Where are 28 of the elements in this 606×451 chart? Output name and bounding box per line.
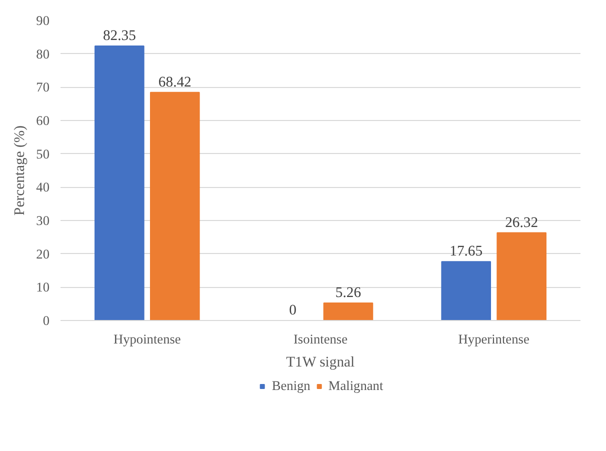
bar [441, 261, 492, 320]
data-label: 82.35 [102, 28, 136, 44]
y-tick-label: 10 [36, 280, 50, 295]
y-tick-label: 60 [36, 113, 50, 128]
data-label: 5.26 [335, 284, 362, 301]
legend-label: Benign [272, 378, 310, 394]
bar [496, 232, 546, 320]
y-tick-label: 40 [36, 180, 50, 195]
y-tick-label: 30 [36, 213, 50, 228]
data-label: 17.65 [450, 244, 483, 260]
data-label: 0 [289, 302, 296, 318]
y-tick-label: 50 [36, 146, 50, 162]
x-tick-label: Hyperintense [458, 332, 530, 346]
data-label: 26.32 [505, 214, 538, 231]
bar [150, 92, 200, 320]
y-tick-label: 70 [36, 80, 50, 95]
y-tick-label: 0 [42, 313, 50, 328]
data-label: 68.42 [158, 74, 192, 90]
y-tick-label: 90 [36, 13, 50, 28]
y-tick-label: 20 [36, 246, 50, 262]
y-axis-title: Percentage (%) [12, 125, 28, 216]
x-axis-title: T1W signal [286, 354, 355, 370]
bar [323, 302, 374, 320]
legend-label: Malignant [328, 378, 384, 394]
x-tick-label: Isointense [293, 332, 348, 346]
x-tick-label: Hypointense [113, 332, 181, 346]
y-tick-label: 80 [36, 46, 50, 62]
bar [94, 46, 144, 320]
